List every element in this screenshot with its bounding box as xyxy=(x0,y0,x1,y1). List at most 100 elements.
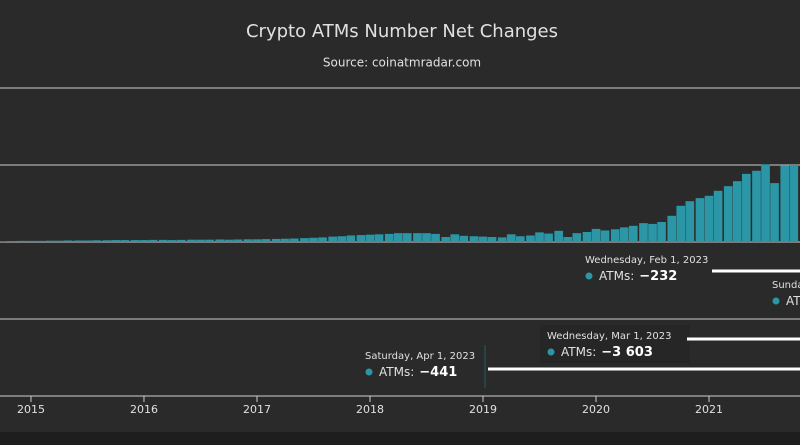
tooltip-value: −3 603 xyxy=(601,345,653,360)
tooltip-date: Wednesday, Feb 1, 2023 xyxy=(585,255,708,266)
bar xyxy=(497,237,507,242)
bar xyxy=(365,234,375,242)
bar xyxy=(35,240,45,242)
tooltip-label: ATMs: xyxy=(561,345,596,359)
bar xyxy=(7,241,17,242)
tooltip-label: ATMs: xyxy=(379,365,414,379)
tooltip-marker xyxy=(365,368,373,376)
bar xyxy=(506,234,516,242)
bar xyxy=(158,239,168,242)
tooltip-value-line: ATMs: −441 xyxy=(379,365,457,380)
bar xyxy=(431,233,440,242)
bar xyxy=(554,230,564,242)
scrollbar xyxy=(0,432,800,445)
x-tick-label: 2020 xyxy=(582,403,610,416)
bar xyxy=(685,201,695,242)
bar xyxy=(628,225,638,242)
bar xyxy=(770,183,779,242)
bar xyxy=(233,239,243,242)
bar xyxy=(610,229,620,242)
tooltip-label: AT xyxy=(786,294,800,308)
bar xyxy=(619,227,629,242)
bar xyxy=(713,190,723,242)
bar xyxy=(346,235,356,242)
bar xyxy=(176,239,186,242)
bar xyxy=(487,236,497,242)
bar xyxy=(704,195,714,242)
tooltip-date: Sunda xyxy=(772,280,800,291)
bar xyxy=(17,240,27,242)
bar xyxy=(289,238,299,242)
x-tick-label: 2021 xyxy=(695,403,723,416)
bar xyxy=(563,236,573,242)
bar xyxy=(478,236,488,242)
tooltip-value-line: ATMs: −3 603 xyxy=(561,345,653,360)
bar xyxy=(187,239,196,242)
tooltip-label: ATMs: xyxy=(599,269,634,283)
bar xyxy=(92,240,101,242)
bar xyxy=(54,240,64,242)
bar xyxy=(318,237,327,242)
bar xyxy=(63,240,73,242)
bar xyxy=(102,240,112,242)
tooltip-marker xyxy=(772,297,780,305)
tooltip-value: −232 xyxy=(639,269,677,284)
bar xyxy=(26,240,36,242)
chart-title: Crypto ATMs Number Net Changes xyxy=(246,21,558,42)
bar xyxy=(130,240,140,242)
tooltip-marker xyxy=(547,348,555,356)
bar xyxy=(695,198,705,242)
bar xyxy=(139,240,149,242)
bar xyxy=(450,234,460,242)
tooltip-box xyxy=(540,325,690,363)
bar xyxy=(600,230,610,242)
bar xyxy=(83,240,92,242)
bar xyxy=(667,215,677,242)
bar xyxy=(280,238,290,242)
bar xyxy=(657,221,666,242)
bar xyxy=(252,239,262,242)
x-tick-label: 2019 xyxy=(469,403,497,416)
bar xyxy=(261,239,271,242)
tooltip-value: −441 xyxy=(419,365,457,380)
bar xyxy=(535,232,544,242)
bar xyxy=(544,233,553,242)
bar xyxy=(732,181,742,242)
bar xyxy=(374,234,384,242)
bar xyxy=(441,236,451,242)
bar xyxy=(752,170,761,242)
tooltip-value-line: ATMs: −232 xyxy=(599,269,677,284)
bar xyxy=(300,238,309,242)
bar xyxy=(148,239,158,242)
bar xyxy=(393,233,403,242)
tooltip-date: Wednesday, Mar 1, 2023 xyxy=(547,331,671,342)
bar xyxy=(676,205,686,242)
bar xyxy=(639,223,648,242)
bar xyxy=(402,233,412,242)
tooltip-value-line: AT xyxy=(786,294,800,308)
bar xyxy=(761,164,770,242)
bar xyxy=(0,241,8,242)
bar xyxy=(120,240,130,242)
x-tick-label: 2015 xyxy=(17,403,45,416)
bar xyxy=(243,239,253,242)
bar xyxy=(741,173,751,242)
bar xyxy=(111,240,121,242)
bar xyxy=(723,186,733,242)
bar xyxy=(74,240,83,242)
bar xyxy=(469,236,479,242)
chart-subtitle: Source: coinatmradar.com xyxy=(323,56,481,70)
bar xyxy=(337,236,347,242)
bar xyxy=(356,235,366,242)
bar xyxy=(205,239,214,242)
bar xyxy=(582,231,592,242)
bar xyxy=(422,233,431,242)
tooltip-marker xyxy=(585,272,593,280)
bar xyxy=(196,239,205,242)
bar xyxy=(271,238,281,242)
bar xyxy=(167,240,177,242)
bar xyxy=(384,233,394,242)
